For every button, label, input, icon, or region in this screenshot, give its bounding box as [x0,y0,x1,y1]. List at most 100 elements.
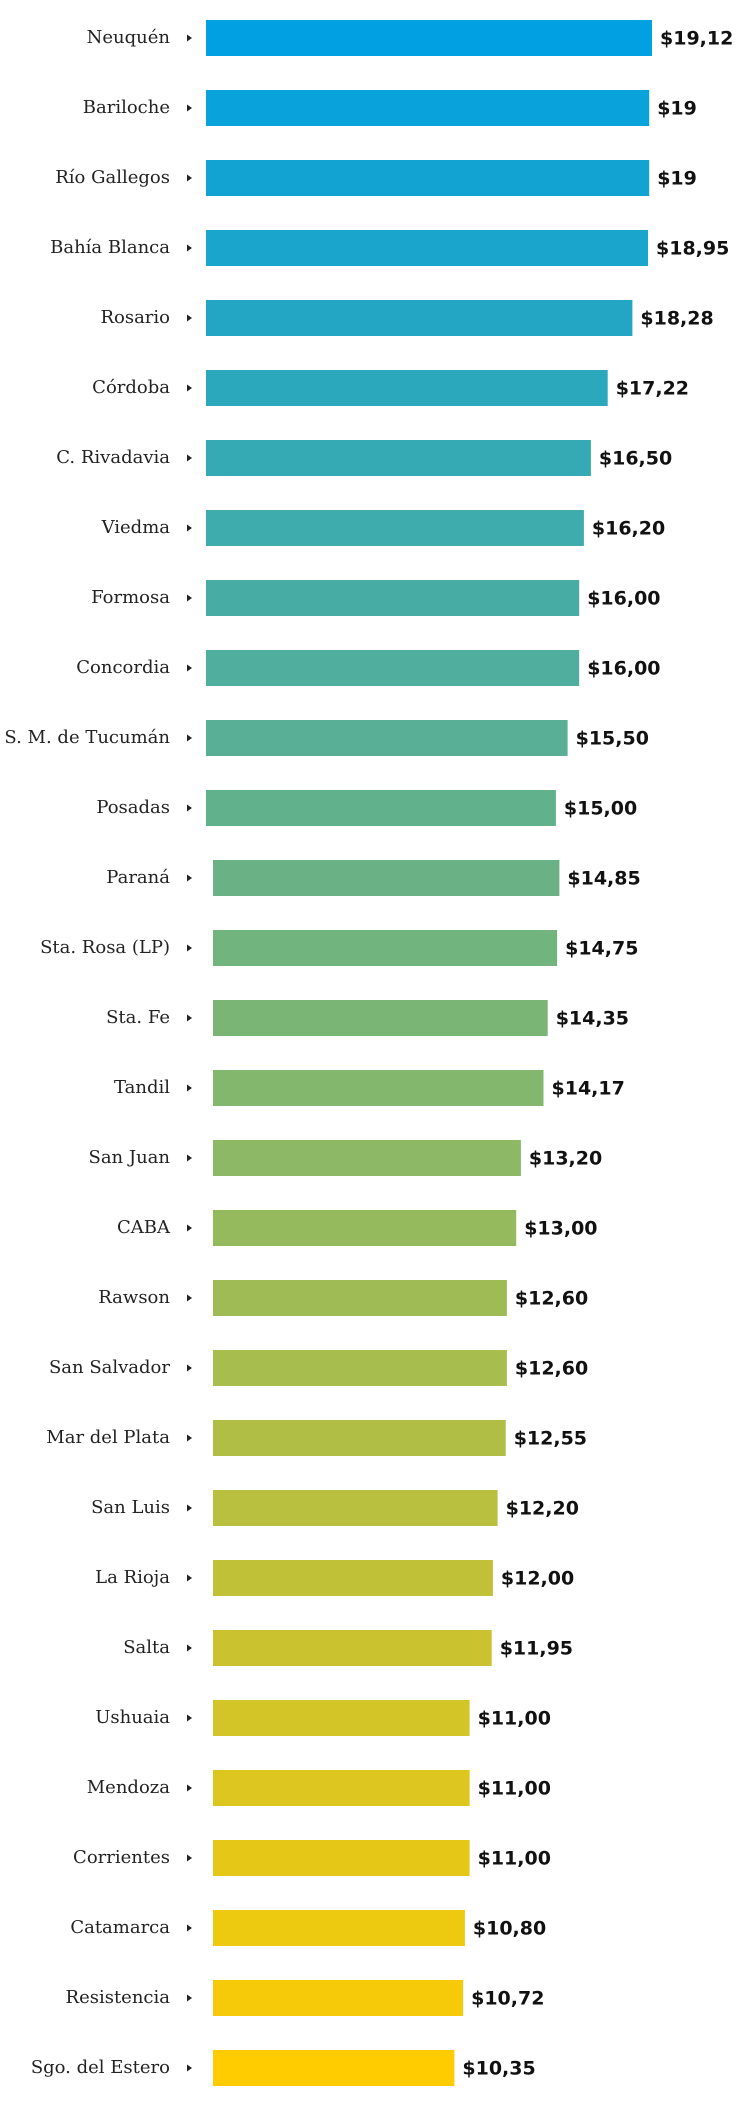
value-label: $11,00 [478,1778,551,1800]
bar-row: CABA $13,00 [117,1210,598,1246]
category-label: Resistencia [66,1987,171,2008]
bar-row: Posadas $15,00 [96,790,637,826]
bar-row: Sta. Rosa (LP) $14,75 [40,930,638,966]
bar-row: Río Gallegos $19 [55,160,697,196]
bar-row: Sgo. del Estero $10,35 [31,2050,536,2086]
category-label: Mendoza [87,1777,171,1798]
triangle-marker-icon [187,1644,192,1652]
triangle-marker-icon [187,314,192,322]
triangle-marker-icon [187,1364,192,1372]
value-label: $19 [657,168,697,190]
triangle-marker-icon [187,1784,192,1792]
bar [213,930,558,966]
bar [206,370,608,406]
bar-row: C. Rivadavia $16,50 [56,440,672,476]
bar-row: Mar del Plata $12,55 [46,1420,587,1456]
bar [213,1490,498,1526]
triangle-marker-icon [187,1154,192,1162]
triangle-marker-icon [187,804,192,812]
triangle-marker-icon [187,1224,192,1232]
category-label: Neuquén [87,27,171,48]
value-label: $12,20 [506,1498,579,1520]
triangle-marker-icon [187,664,192,672]
category-label: CABA [117,1217,171,1238]
triangle-marker-icon [187,2064,192,2072]
category-label: San Luis [91,1497,170,1518]
triangle-marker-icon [187,1994,192,2002]
bar-row: Rosario $18,28 [100,300,714,336]
bar [213,1070,544,1106]
category-label: Mar del Plata [46,1427,170,1448]
value-label: $19 [657,98,697,120]
bar [206,650,580,686]
value-label: $12,60 [515,1358,588,1380]
bar [213,1210,517,1246]
bar [206,160,650,196]
bar-row: Ushuaia $11,00 [95,1700,551,1736]
category-label: Sgo. del Estero [31,2057,170,2078]
triangle-marker-icon [187,384,192,392]
triangle-marker-icon [187,1924,192,1932]
category-label: Corrientes [73,1847,170,1868]
value-label: $15,00 [564,798,637,820]
value-label: $13,20 [529,1148,602,1170]
bar-row: Salta $11,95 [123,1630,573,1666]
category-label: Paraná [106,867,170,888]
triangle-marker-icon [187,1434,192,1442]
bar [213,1420,506,1456]
bar-row: San Luis $12,20 [91,1490,579,1526]
bar-row: Rawson $12,60 [98,1280,588,1316]
bar [213,1350,507,1386]
value-label: $16,00 [587,658,660,680]
bar [213,1140,521,1176]
bar-row: Formosa $16,00 [91,580,661,616]
bar [206,300,633,336]
category-label: Río Gallegos [55,167,170,188]
triangle-marker-icon [187,944,192,952]
value-label: $17,22 [616,378,689,400]
bar [213,1770,470,1806]
category-label: Bahía Blanca [50,237,170,258]
category-label: La Rioja [95,1567,170,1588]
value-label: $11,00 [478,1708,551,1730]
bar-row: Corrientes $11,00 [73,1840,551,1876]
bar-row: Bariloche $19 [83,90,697,126]
value-label: $11,00 [478,1848,551,1870]
bar-row: S. M. de Tucumán $15,50 [4,720,649,756]
bar [213,1980,464,2016]
triangle-marker-icon [187,174,192,182]
triangle-marker-icon [187,1714,192,1722]
triangle-marker-icon [187,454,192,462]
triangle-marker-icon [187,594,192,602]
bar [213,860,560,896]
category-label: Rosario [100,307,170,328]
triangle-marker-icon [187,1574,192,1582]
triangle-marker-icon [187,1014,192,1022]
category-label: C. Rivadavia [56,447,170,468]
bar [206,720,568,756]
category-label: Catamarca [70,1917,170,1938]
bar [213,1630,492,1666]
bar-row: San Juan $13,20 [88,1140,602,1176]
bar-row: Concordia $16,00 [76,650,661,686]
bar [213,1700,470,1736]
category-label: San Juan [88,1147,170,1168]
bar-row: Paraná $14,85 [106,860,641,896]
bar [206,790,556,826]
bar [206,510,584,546]
bar [206,20,652,56]
value-label: $15,50 [576,728,649,750]
category-label: Viedma [101,517,171,538]
bar-row: Catamarca $10,80 [70,1910,546,1946]
triangle-marker-icon [187,874,192,882]
value-label: $10,72 [471,1988,544,2010]
category-label: Ushuaia [95,1707,170,1728]
category-label: Córdoba [92,377,170,398]
triangle-marker-icon [187,734,192,742]
category-label: Bariloche [83,97,170,118]
bar-row: Córdoba $17,22 [92,370,689,406]
value-label: $13,00 [524,1218,597,1240]
bar-row: Tandil $14,17 [114,1070,625,1106]
triangle-marker-icon [187,524,192,532]
category-label: S. M. de Tucumán [4,727,170,748]
